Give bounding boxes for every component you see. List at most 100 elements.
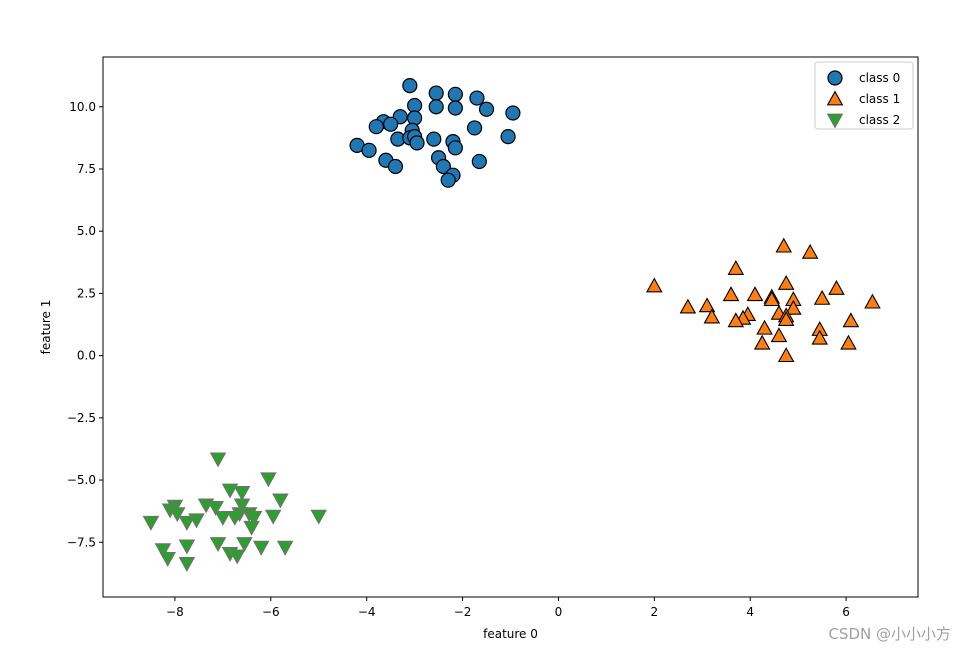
x-tick-label: 4	[746, 605, 754, 619]
class-2-point	[233, 486, 251, 501]
class-2-point	[310, 509, 328, 525]
legend-marker-class-0	[827, 70, 843, 86]
class-2-point	[236, 537, 253, 552]
class-1-point	[828, 279, 845, 295]
class-1-point	[727, 312, 745, 328]
legend-label: class 1	[859, 92, 900, 106]
class-1-point	[801, 243, 819, 259]
class-1-point	[777, 347, 795, 363]
class-1-point	[646, 277, 663, 293]
class-2-point	[214, 510, 232, 526]
class-0-point	[361, 142, 377, 158]
class-0-point	[407, 110, 423, 126]
y-tick-label: 2.5	[77, 286, 96, 300]
class-1-point	[727, 260, 745, 275]
plot-area-frame	[102, 56, 919, 598]
class-2-point	[245, 510, 263, 526]
class-2-point	[178, 556, 196, 572]
class-2-point	[260, 472, 277, 488]
class-2-point	[154, 543, 172, 559]
x-tick-label: −4	[358, 605, 376, 619]
class-1-point	[703, 308, 721, 324]
x-tick-label: −6	[262, 605, 280, 619]
class-2-point	[159, 551, 177, 567]
class-0-point	[505, 105, 521, 121]
y-axis: −7.5 −5.0 −2.5 0.0 2.5 5.0 7.5 10.0	[67, 100, 103, 549]
legend-label: class 0	[859, 71, 900, 85]
y-tick-label: −5.0	[67, 473, 96, 487]
y-tick-label: 0.0	[77, 349, 96, 363]
class-1-point	[813, 289, 831, 305]
x-tick-label: −8	[166, 605, 184, 619]
class-2-point	[169, 507, 186, 523]
class-0-point	[426, 131, 442, 147]
x-tick-label: 6	[842, 605, 850, 619]
x-axis: −8 −6 −4 −2 0 2 4 6	[166, 597, 850, 619]
y-tick-label: −2.5	[67, 411, 96, 425]
class-0-point	[402, 78, 418, 94]
class-1-point	[698, 297, 716, 313]
legend-marker-class-1	[826, 90, 844, 106]
x-axis-label: feature 0	[483, 627, 538, 641]
x-tick-label: 2	[651, 605, 659, 619]
class-2-point	[207, 500, 224, 516]
class-2-point	[272, 493, 289, 509]
class-0-point	[387, 158, 404, 175]
class-2-point	[178, 539, 196, 555]
class-0-point	[469, 90, 485, 106]
legend-marker-class-2	[826, 113, 844, 129]
legend-label: class 2	[859, 113, 900, 127]
y-tick-label: 7.5	[77, 162, 96, 176]
class-0-point	[368, 119, 384, 135]
y-tick-label: −7.5	[67, 535, 96, 549]
class-0-point	[478, 101, 495, 117]
class-1-point	[770, 327, 788, 343]
class-0-point	[383, 116, 399, 132]
class-0-point	[471, 153, 487, 170]
class-1-point	[777, 274, 795, 290]
class-1-point	[840, 334, 857, 350]
class-2-point	[264, 509, 282, 525]
class-1-point	[864, 293, 881, 309]
x-tick-label: 0	[555, 605, 563, 619]
class-1-point	[756, 319, 773, 335]
class-0-point	[428, 85, 444, 101]
watermark-text: CSDN @小小小方	[828, 625, 951, 643]
class-1-point	[785, 299, 802, 315]
y-axis-label: feature 1	[39, 300, 53, 355]
legend: class 0 class 1 class 2	[814, 61, 914, 130]
class-2-point	[243, 520, 260, 536]
class-0-point	[447, 100, 463, 116]
class-2-point	[228, 549, 246, 565]
class-2-point	[233, 498, 251, 514]
class-1-point	[775, 237, 793, 253]
class-1-point	[777, 311, 795, 326]
class-2-point	[178, 515, 196, 531]
class-1-point	[753, 334, 771, 350]
class-1-point	[746, 286, 764, 302]
class-1-point	[679, 298, 697, 314]
class-2-point	[276, 540, 294, 556]
class-2-point	[142, 515, 160, 531]
class-2-point	[221, 483, 239, 499]
class-2-point	[209, 537, 227, 552]
class-1-point	[722, 286, 740, 302]
class-0-point	[435, 158, 451, 175]
class-2-point	[226, 510, 244, 526]
class-0-point	[440, 172, 456, 188]
chart-marks	[142, 78, 881, 572]
y-tick-label: 10.0	[69, 100, 96, 114]
class-1-point	[763, 291, 781, 307]
x-tick-label: −2	[454, 605, 472, 619]
class-2-point	[252, 540, 270, 556]
class-0-point	[409, 135, 425, 151]
class-0-point	[500, 129, 516, 145]
class-1-point	[842, 312, 860, 328]
class-1-point	[811, 329, 829, 345]
y-tick-label: 5.0	[77, 224, 96, 238]
class-0-point	[447, 140, 463, 156]
class-0-point	[428, 99, 444, 115]
class-0-point	[447, 86, 463, 102]
class-2-point	[209, 452, 227, 468]
